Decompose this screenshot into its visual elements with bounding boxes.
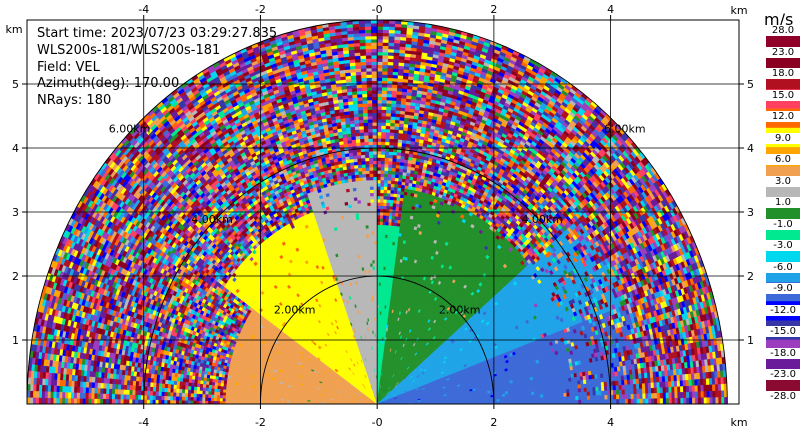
radar-rhi-figure: 2.00km2.00km4.00km4.00km6.00km6.00km -4-… [0, 0, 800, 435]
